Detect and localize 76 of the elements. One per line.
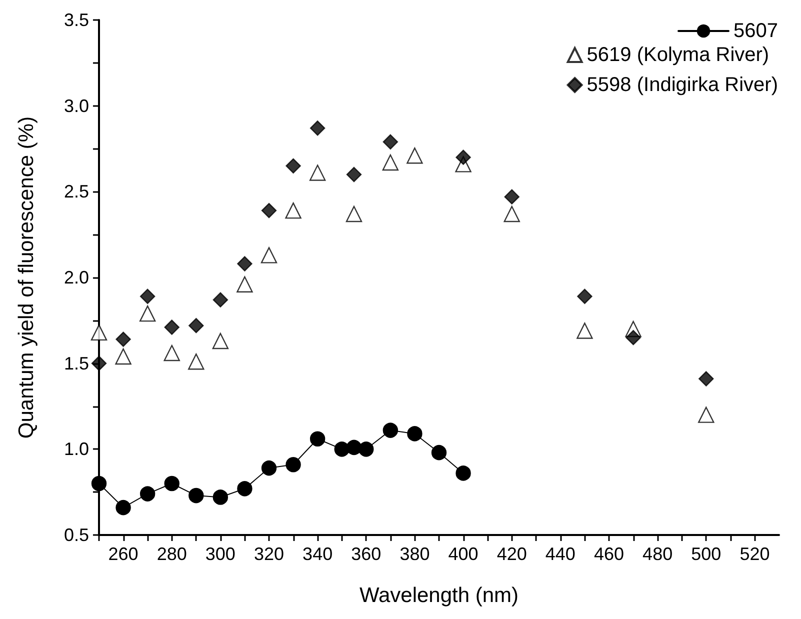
point [91,356,107,371]
point [504,189,520,204]
point [407,426,422,442]
point [188,318,204,334]
point [577,288,592,304]
x-tick-label: 260 [108,544,138,564]
point [237,481,252,496]
point [90,324,108,341]
x-tick-label: 440 [545,544,576,564]
point [334,442,350,457]
point [576,322,593,339]
point [140,486,156,502]
point [260,247,278,264]
point [431,445,447,460]
point [212,292,228,308]
point [286,457,301,472]
y-tick-label: 3.0 [64,96,89,116]
point [698,371,714,386]
x-tick-label: 300 [205,544,236,564]
point [309,164,326,181]
point [456,150,471,165]
point [212,490,228,505]
point [236,276,253,292]
point [116,332,131,347]
legend-label: 5607 [734,20,778,42]
x-tick-label: 500 [691,544,722,564]
point [382,134,398,150]
point [382,422,398,438]
legend-label: 5598 (Indigirka River) [586,74,778,96]
legend-label: 5619 (Kolyma River) [586,44,770,66]
x-tick-label: 380 [400,544,430,564]
point [91,476,107,492]
y-tick-label: 2.5 [64,182,89,202]
point [212,332,229,350]
point [285,202,302,219]
point [164,476,180,492]
point [504,206,520,222]
point [346,166,362,182]
x-tick-label: 360 [351,544,382,564]
point [140,288,156,304]
point [382,154,399,171]
point [626,330,641,346]
x-tick-label: 520 [740,544,770,564]
point [237,256,252,272]
x-tick-label: 480 [642,544,673,564]
point [261,202,277,218]
point [115,348,132,365]
y-tick-label: 1.0 [64,439,89,460]
point [261,460,277,476]
x-axis-title: Wavelength (nm) [359,584,519,607]
point [116,500,131,516]
point [456,466,471,481]
x-tick-label: 460 [594,544,624,564]
point [346,206,362,222]
point [188,488,204,504]
point [358,442,374,457]
x-tick-label: 280 [156,544,187,564]
point [698,406,714,423]
point [139,305,156,322]
y-tick-label: 3.5 [64,10,89,30]
x-tick-label: 340 [302,544,333,564]
point [164,320,180,335]
x-tick-label: 320 [254,544,284,564]
point [286,158,301,174]
y-tick-label: 2.0 [64,268,89,288]
y-tick-label: 0.5 [64,525,89,545]
point [310,120,326,136]
point [406,148,423,164]
y-axis-title: Quantum yield of fluorescence (%) [15,116,38,439]
point [310,431,326,446]
x-tick-label: 420 [496,544,527,564]
point [346,440,362,456]
y-tick-label: 1.5 [64,353,89,374]
point [188,354,204,370]
x-tick-label: 400 [448,544,478,564]
point [164,344,180,362]
